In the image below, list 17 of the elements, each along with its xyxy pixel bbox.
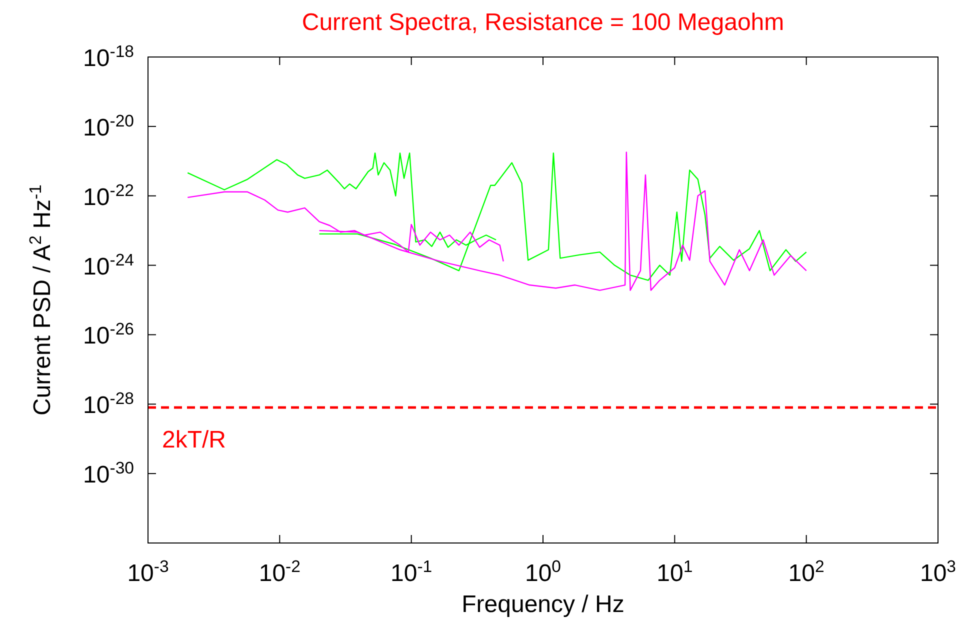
y-tick-label: 10$^{-20}$ [83, 110, 134, 142]
ref-line-label: 2kT/R [162, 426, 226, 454]
x-tick-label: 10$^{-3}$ [127, 556, 169, 587]
y-tick-label: 10$^{-22}$ [83, 180, 134, 211]
x-tick-label: 10$^{2}$ [788, 556, 824, 587]
y-tick-label: 10$^{-24}$ [83, 250, 134, 280]
x-tick-label: 10$^{-2}$ [258, 556, 300, 587]
y-tick-label: 10$^{-30}$ [83, 458, 134, 489]
x-tick-label: 10$^{-1}$ [390, 556, 432, 587]
y-tick-label: 10$^{-26}$ [83, 319, 134, 350]
x-axis-title: Frequency / Hz [462, 591, 624, 618]
x-tick-label: 10$^{3}$ [920, 556, 956, 587]
x-tick-label: 10$^{1}$ [656, 556, 693, 587]
y-tick-label: 10$^{-18}$ [83, 42, 134, 72]
chart-title: Current Spectra, Resistance = 100 Megaohm [302, 9, 784, 36]
y-tick-label: 10$^{-28}$ [83, 388, 134, 420]
x-tick-label: 10$^{0}$ [524, 556, 562, 587]
